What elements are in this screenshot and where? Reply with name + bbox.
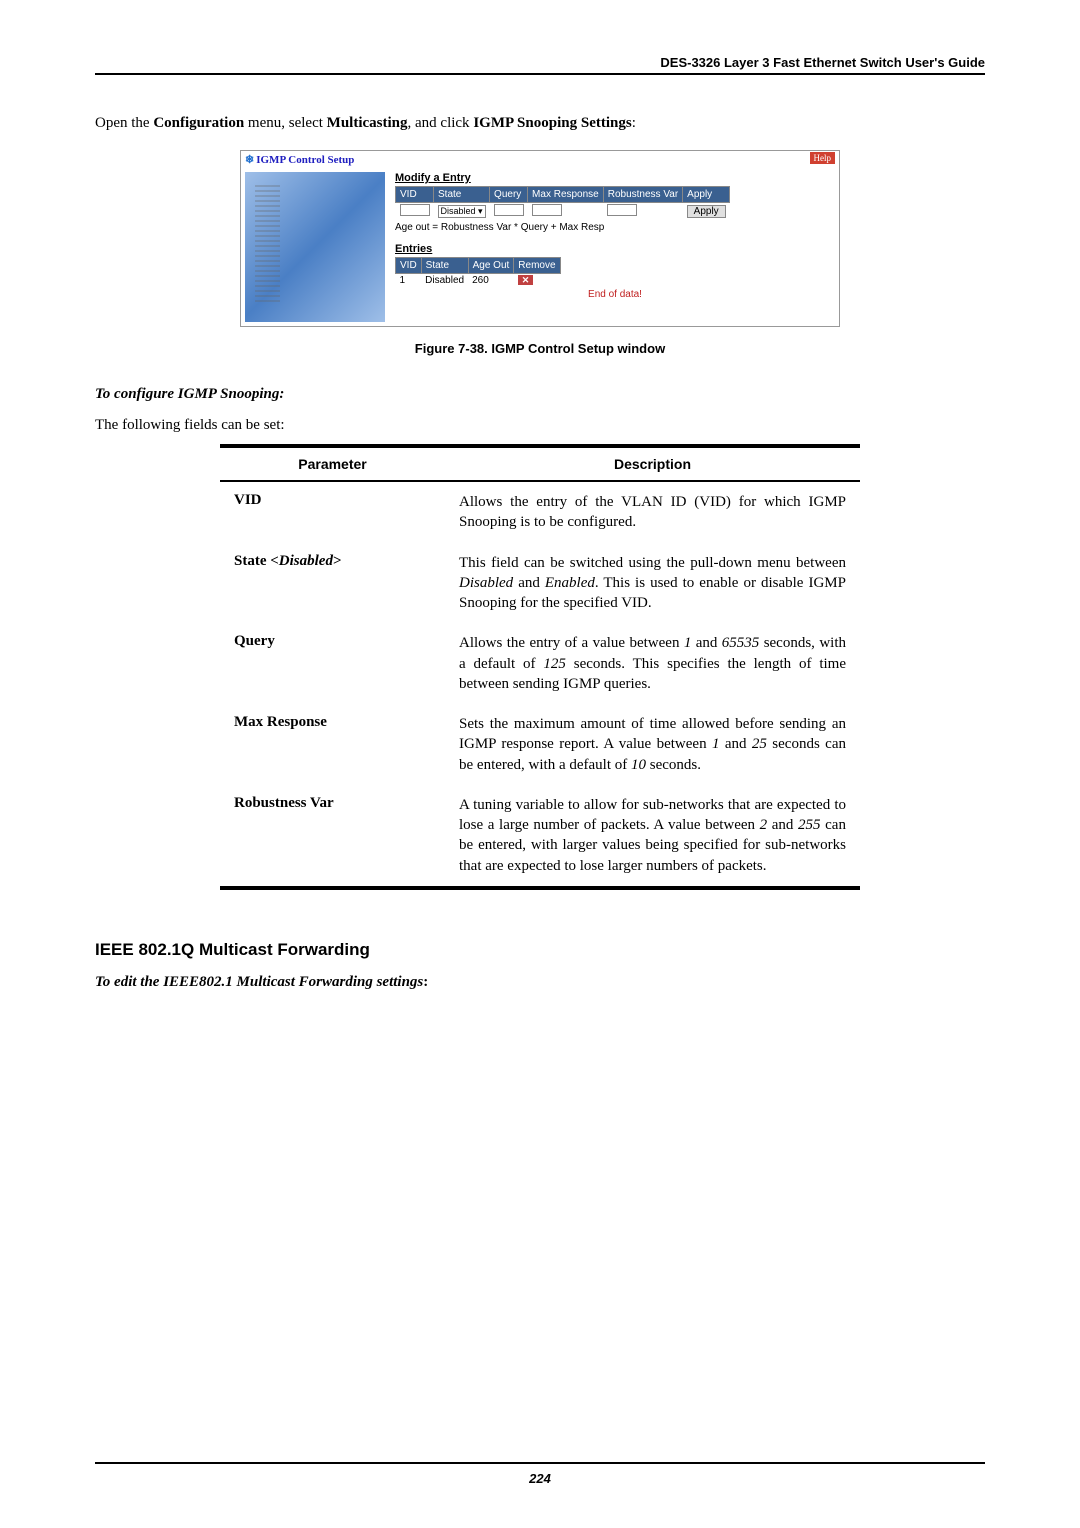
query-input[interactable]: [494, 204, 524, 216]
robust-cell: [603, 203, 682, 221]
param-desc: Allows the entry of a value between 1 an…: [445, 623, 860, 704]
intro-paragraph: Open the Configuration menu, select Mult…: [95, 115, 985, 132]
param-desc: Sets the maximum amount of time allowed …: [445, 704, 860, 785]
intro-menu3: IGMP Snooping Settings: [473, 115, 631, 131]
eth-remove: Remove: [514, 258, 560, 274]
query-cell: [490, 203, 528, 221]
erow-state: Disabled: [421, 274, 468, 288]
param-name: Query: [220, 623, 445, 704]
param-row: Max ResponseSets the maximum amount of t…: [220, 704, 860, 785]
screenshot-wrapper: ❄IGMP Control Setup Help Modify a Entry …: [95, 150, 985, 327]
ieee-sub-text: To edit the IEEE802.1 Multicast Forwardi…: [95, 974, 423, 990]
param-desc: Allows the entry of the VLAN ID (VID) fo…: [445, 481, 860, 543]
robust-input[interactable]: [607, 204, 637, 216]
eth-ageout: Age Out: [468, 258, 514, 274]
age-formula: Age out = Robustness Var * Query + Max R…: [395, 222, 835, 233]
th-state: State: [434, 187, 490, 203]
screenshot-header: ❄IGMP Control Setup Help: [241, 151, 839, 168]
intro-mid1: menu, select: [244, 115, 326, 131]
intro-menu1: Configuration: [153, 115, 244, 131]
maxresp-input[interactable]: [532, 204, 562, 216]
th-vid: VID: [396, 187, 434, 203]
apply-button[interactable]: Apply: [687, 205, 726, 218]
page-number: 224: [529, 1471, 551, 1486]
apply-cell: Apply: [683, 203, 730, 221]
state-cell: Disabled ▾: [434, 203, 490, 221]
page-footer: 224: [95, 1462, 985, 1488]
entries-table: VID State Age Out Remove 1 Disabled 260 …: [395, 257, 561, 287]
th-query: Query: [490, 187, 528, 203]
figure-caption: Figure 7-38. IGMP Control Setup window: [95, 341, 985, 356]
modify-table: VID State Query Max Response Robustness …: [395, 186, 730, 220]
param-row: VIDAllows the entry of the VLAN ID (VID)…: [220, 481, 860, 543]
col-parameter: Parameter: [220, 446, 445, 481]
configure-heading: To configure IGMP Snooping:: [95, 386, 985, 403]
intro-prefix: Open the: [95, 115, 153, 131]
vid-input-cell: [396, 203, 434, 221]
param-row: QueryAllows the entry of a value between…: [220, 623, 860, 704]
param-name: VID: [220, 481, 445, 543]
erow-vid: 1: [396, 274, 422, 288]
parameter-table: Parameter Description VIDAllows the entr…: [220, 444, 860, 890]
vid-input[interactable]: [400, 204, 430, 216]
maxresp-cell: [528, 203, 604, 221]
screenshot-body: Modify a Entry VID State Query Max Respo…: [241, 168, 839, 326]
end-of-data: End of data!: [395, 289, 835, 300]
help-badge-wrapper: Help: [810, 153, 836, 166]
ieee-subheading: To edit the IEEE802.1 Multicast Forwardi…: [95, 974, 985, 991]
eth-state: State: [421, 258, 468, 274]
screenshot-content: Modify a Entry VID State Query Max Respo…: [395, 172, 835, 322]
screenshot-title: ❄IGMP Control Setup: [245, 153, 354, 166]
th-apply: Apply: [683, 187, 730, 203]
param-name: Robustness Var: [220, 785, 445, 888]
ieee-heading: IEEE 802.1Q Multicast Forwarding: [95, 940, 985, 960]
modify-entry-title: Modify a Entry: [395, 172, 835, 184]
col-description: Description: [445, 446, 860, 481]
intro-mid2: , and click: [408, 115, 474, 131]
param-name: State <Disabled>: [220, 543, 445, 624]
help-badge[interactable]: Help: [810, 152, 836, 164]
intro-menu2: Multicasting: [327, 115, 408, 131]
th-maxresp: Max Response: [528, 187, 604, 203]
entries-title: Entries: [395, 243, 835, 255]
param-row: Robustness VarA tuning variable to allow…: [220, 785, 860, 888]
intro-suffix: :: [632, 115, 636, 131]
igmp-screenshot: ❄IGMP Control Setup Help Modify a Entry …: [240, 150, 840, 327]
param-row: State <Disabled>This field can be switch…: [220, 543, 860, 624]
eth-vid: VID: [396, 258, 422, 274]
param-desc: This field can be switched using the pul…: [445, 543, 860, 624]
erow-remove: ✕: [514, 274, 560, 288]
page-header: DES-3326 Layer 3 Fast Ethernet Switch Us…: [95, 55, 985, 75]
fields-intro: The following fields can be set:: [95, 417, 985, 434]
param-name: Max Response: [220, 704, 445, 785]
erow-ageout: 260: [468, 274, 514, 288]
remove-button[interactable]: ✕: [518, 275, 534, 285]
param-desc: A tuning variable to allow for sub-netwo…: [445, 785, 860, 888]
state-dropdown[interactable]: Disabled ▾: [438, 205, 486, 218]
th-robust: Robustness Var: [603, 187, 682, 203]
screenshot-sidebar-image: [245, 172, 385, 322]
screenshot-title-text: IGMP Control Setup: [256, 154, 354, 166]
snowflake-icon: ❄: [245, 154, 254, 166]
